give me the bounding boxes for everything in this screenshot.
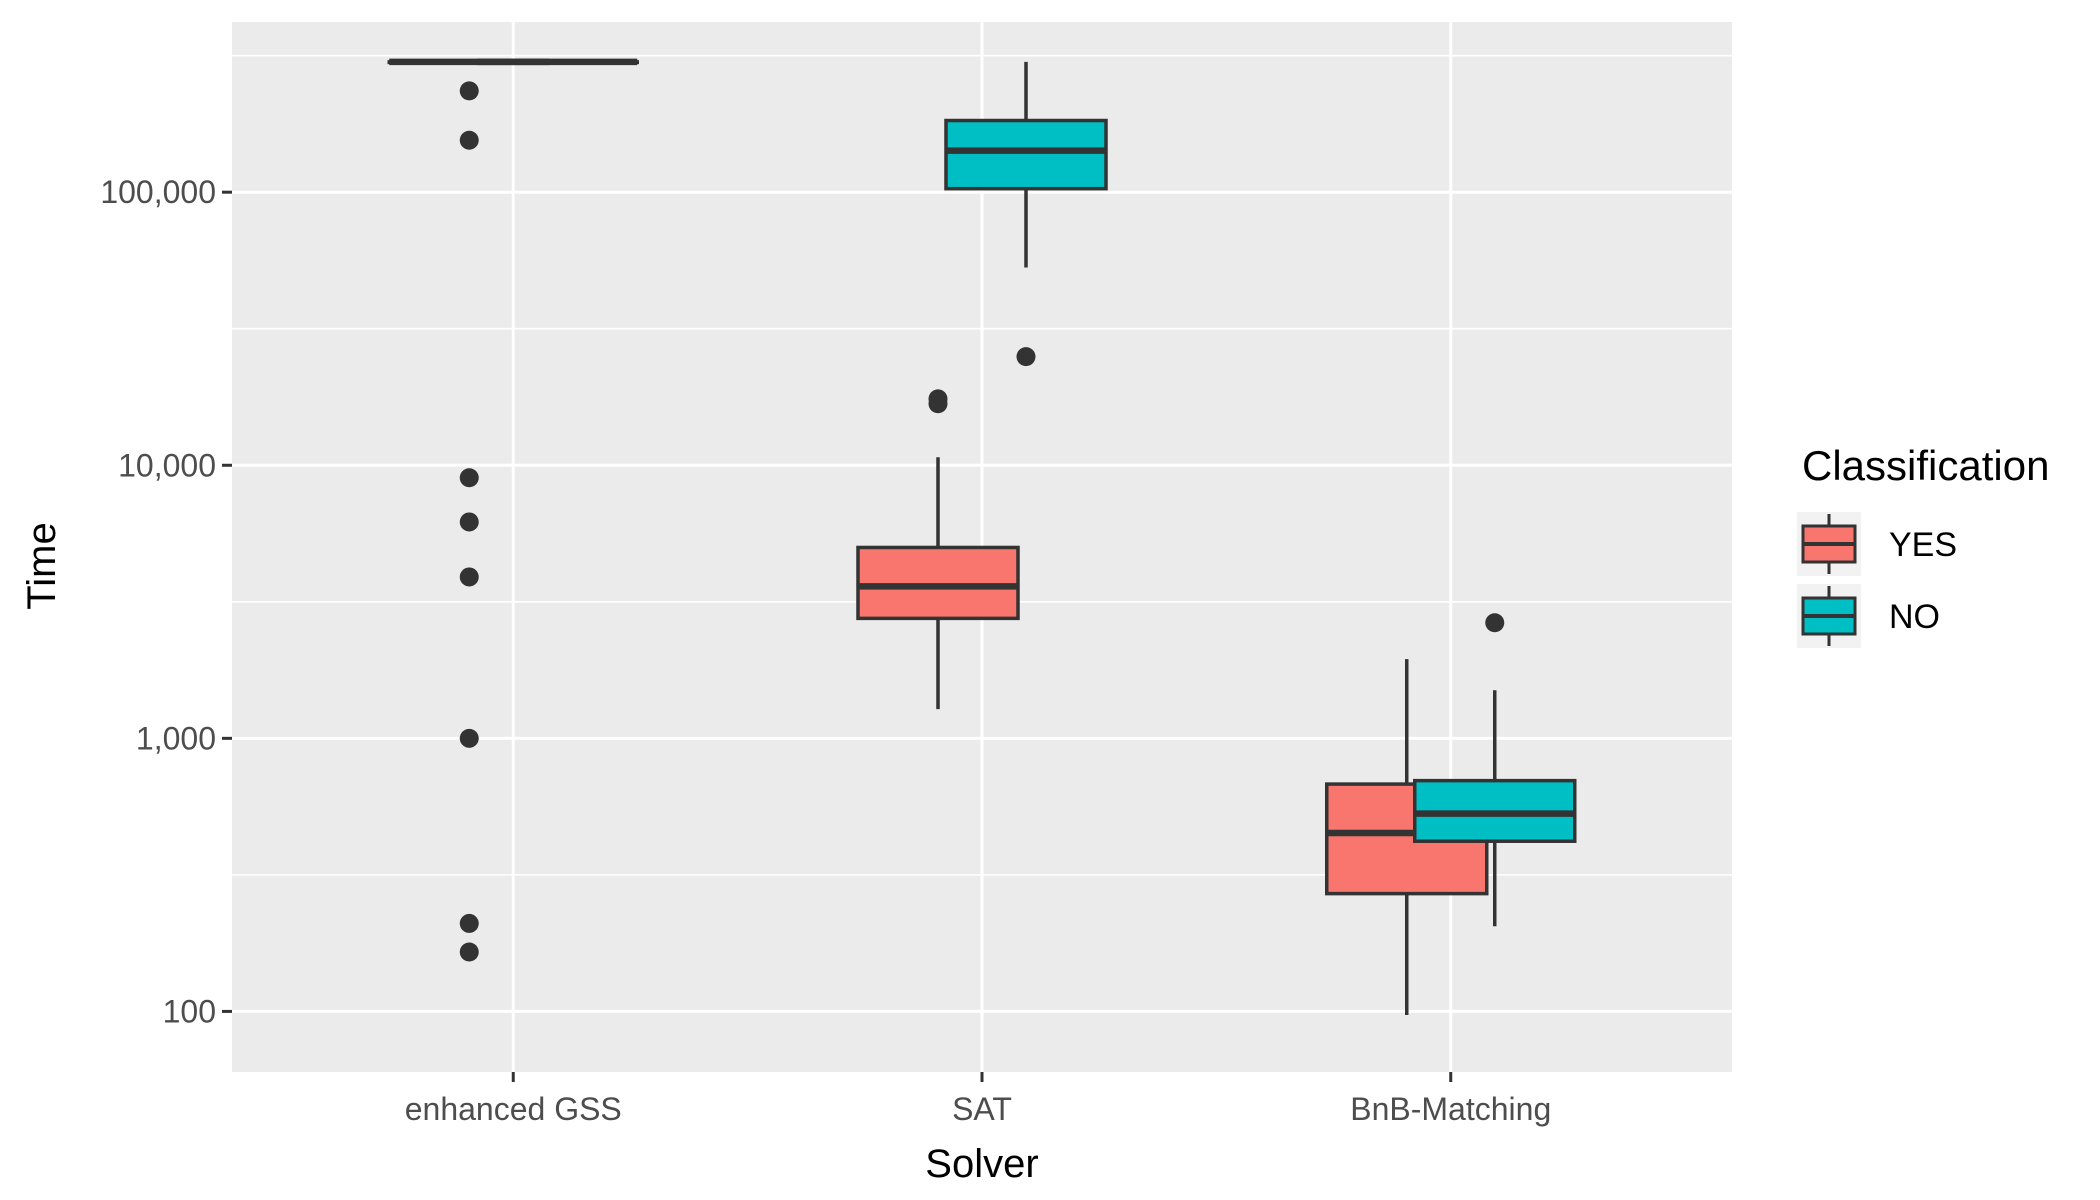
outlier-point — [459, 913, 479, 933]
y-axis-title: Time — [20, 522, 64, 609]
x-tick-label: BnB-Matching — [1350, 1091, 1551, 1127]
y-tick-label: 10,000 — [118, 447, 216, 483]
outlier-point — [459, 512, 479, 532]
outlier-point — [459, 81, 479, 101]
y-axis: 100 1,000 10,000 100,000 — [100, 174, 232, 1029]
box-group-no — [475, 58, 639, 66]
outlier-point — [459, 942, 479, 962]
x-tick-label: SAT — [952, 1091, 1012, 1127]
box-group-yes — [856, 389, 1020, 710]
x-tick-label: enhanced GSS — [405, 1091, 622, 1127]
outlier-point — [928, 394, 948, 414]
box-elements — [387, 58, 1577, 1016]
y-tick-label: 100,000 — [100, 174, 216, 210]
outlier-point — [1016, 347, 1036, 367]
box-group-no — [944, 61, 1108, 367]
box-group-no — [1413, 613, 1577, 927]
x-axis: enhanced GSS SAT BnB-Matching — [405, 1072, 1551, 1127]
outlier-point — [459, 130, 479, 150]
x-axis-title: Solver — [925, 1142, 1038, 1186]
box-iqr — [856, 545, 1020, 621]
legend-title: Classification — [1802, 442, 2049, 489]
box-iqr — [944, 118, 1108, 191]
legend-label-no: NO — [1889, 598, 1940, 636]
outlier-point — [459, 728, 479, 748]
legend-label-yes: YES — [1889, 526, 1957, 564]
outlier-point — [1485, 613, 1505, 633]
y-tick-label: 1,000 — [136, 720, 216, 756]
y-tick-label: 100 — [163, 993, 216, 1029]
legend: Classification YES NO — [1797, 442, 2049, 648]
outlier-point — [459, 468, 479, 488]
outlier-point — [459, 567, 479, 587]
